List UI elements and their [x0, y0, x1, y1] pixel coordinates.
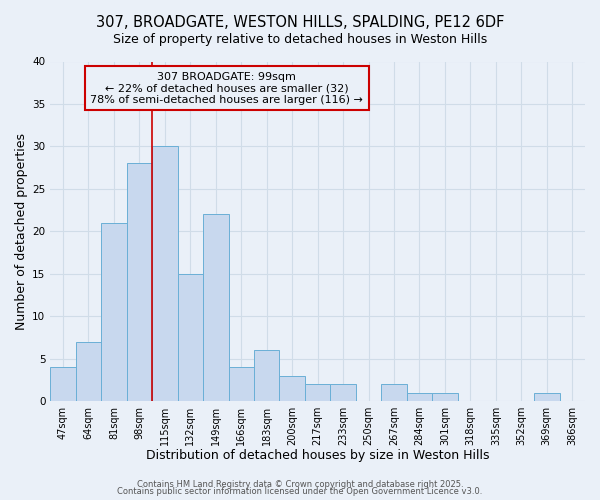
Bar [432, 392, 458, 401]
Text: 307, BROADGATE, WESTON HILLS, SPALDING, PE12 6DF: 307, BROADGATE, WESTON HILLS, SPALDING, … [96, 15, 504, 30]
Bar [381, 384, 407, 401]
Bar [254, 350, 280, 401]
Bar [203, 214, 229, 401]
Bar [331, 384, 356, 401]
Text: Contains HM Land Registry data © Crown copyright and database right 2025.: Contains HM Land Registry data © Crown c… [137, 480, 463, 489]
Bar [534, 392, 560, 401]
Bar [127, 164, 152, 401]
Bar [407, 392, 432, 401]
Text: Size of property relative to detached houses in Weston Hills: Size of property relative to detached ho… [113, 32, 487, 46]
Bar [152, 146, 178, 401]
Bar [101, 223, 127, 401]
Text: Contains public sector information licensed under the Open Government Licence v3: Contains public sector information licen… [118, 487, 482, 496]
Bar [229, 367, 254, 401]
Text: 307 BROADGATE: 99sqm
← 22% of detached houses are smaller (32)
78% of semi-detac: 307 BROADGATE: 99sqm ← 22% of detached h… [90, 72, 363, 105]
Bar [76, 342, 101, 401]
Bar [280, 376, 305, 401]
Bar [178, 274, 203, 401]
Y-axis label: Number of detached properties: Number of detached properties [15, 133, 28, 330]
Bar [50, 367, 76, 401]
X-axis label: Distribution of detached houses by size in Weston Hills: Distribution of detached houses by size … [146, 450, 490, 462]
Bar [305, 384, 331, 401]
